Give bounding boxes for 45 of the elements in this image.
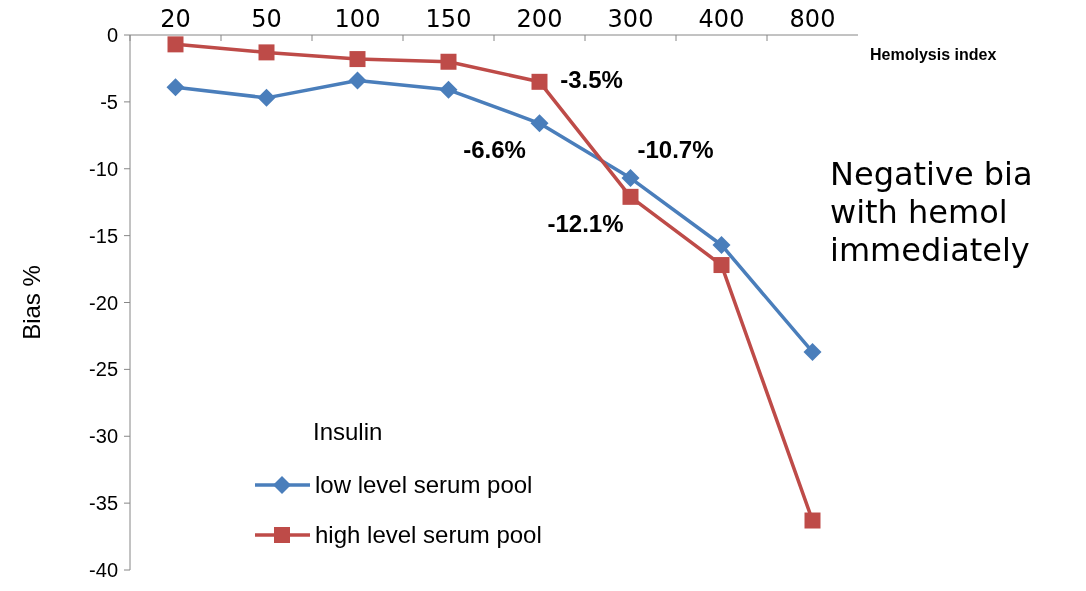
legend-label: low level serum pool xyxy=(315,471,533,499)
point xyxy=(349,51,366,68)
x-tick-label: 20 xyxy=(160,5,191,33)
annotation: Negative bia xyxy=(830,155,1033,193)
point xyxy=(440,53,457,70)
point xyxy=(257,88,276,107)
point xyxy=(622,188,639,205)
data-label: -10.7% xyxy=(637,136,714,164)
legend-label: high level serum pool xyxy=(315,521,542,549)
x-tick-label: 50 xyxy=(251,5,282,33)
point xyxy=(621,169,640,188)
y-tick-label: -20 xyxy=(89,291,118,314)
point xyxy=(167,36,184,53)
x-tick-label: 800 xyxy=(789,5,836,33)
point xyxy=(804,512,821,529)
y-axis-title: Bias % xyxy=(18,265,45,340)
point xyxy=(712,235,731,254)
point xyxy=(258,44,275,61)
y-tick-label: 0 xyxy=(106,24,118,46)
x-tick-label: 200 xyxy=(516,5,563,33)
point xyxy=(348,71,367,90)
data-label: -12.1% xyxy=(547,209,624,237)
point xyxy=(713,257,730,274)
annotation: with hemol xyxy=(830,193,1008,231)
x-tick-label: 300 xyxy=(607,5,654,33)
y-tick-label: -35 xyxy=(89,492,118,515)
point xyxy=(531,73,548,90)
y-tick-label: -25 xyxy=(89,358,118,381)
data-label: -3.5% xyxy=(560,65,623,93)
x-axis-title: Hemolysis index xyxy=(870,46,997,63)
y-tick-label: -10 xyxy=(89,157,118,180)
point xyxy=(439,80,458,99)
y-tick-label: -40 xyxy=(89,559,118,581)
point xyxy=(803,342,822,361)
y-tick-label: -5 xyxy=(100,90,118,113)
y-tick-label: -30 xyxy=(89,425,118,448)
legend-title: Insulin xyxy=(313,418,383,445)
point xyxy=(530,114,549,133)
data-label: -6.6% xyxy=(463,136,526,164)
x-tick-label: 100 xyxy=(334,5,381,33)
annotation: immediately xyxy=(830,231,1030,269)
point xyxy=(166,78,185,97)
x-tick-label: 400 xyxy=(698,5,745,33)
x-tick-label: 150 xyxy=(425,5,472,33)
y-tick-label: -15 xyxy=(89,224,118,247)
